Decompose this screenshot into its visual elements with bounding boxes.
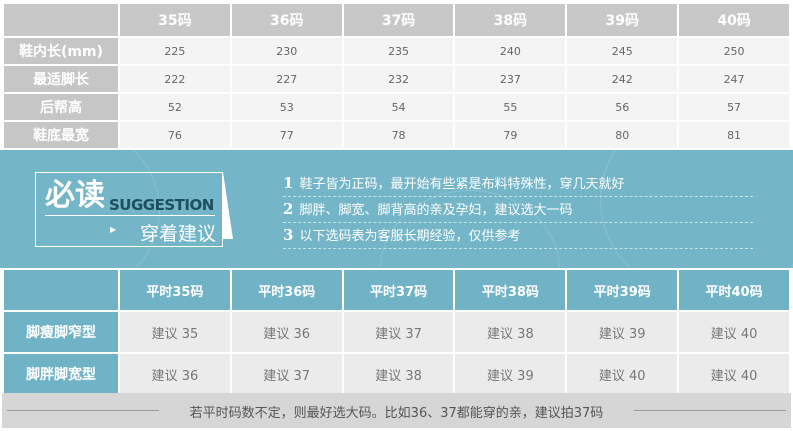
column-header: 36码	[229, 2, 344, 38]
column-header: 平时38码	[453, 268, 568, 312]
table-cell: 227	[229, 64, 344, 94]
row-header: 脚胖脚宽型	[2, 352, 120, 396]
row-header: 后帮高	[2, 92, 120, 122]
column-header: 37码	[341, 2, 456, 38]
table-cell: 76	[118, 120, 232, 150]
table-cell: 53	[229, 92, 344, 122]
suggestion-box: 必读 SUGGESTION ▶ 穿着建议	[35, 172, 223, 247]
table-cell: 230	[229, 36, 344, 66]
column-header: 平时36码	[229, 268, 344, 312]
table-cell: 建议 37	[229, 352, 344, 396]
tip-text: 以下选码表为客服长期经验，仅供参考	[299, 229, 521, 244]
tip-number: 1	[283, 174, 294, 192]
table-row: 脚瘦脚窄型 建议 35 建议 36 建议 37 建议 38 建议 39 建议 40	[2, 310, 791, 354]
column-header	[2, 268, 120, 312]
row-header: 脚瘦脚窄型	[2, 310, 120, 354]
table-cell: 77	[229, 120, 344, 150]
table-cell: 80	[565, 120, 680, 150]
size-table: 35码 36码 37码 38码 39码 40码 鞋内长(mm) 225 230 235 240 245…	[2, 2, 791, 150]
table-cell: 建议 35	[118, 310, 232, 354]
column-header: 平时39码	[565, 268, 680, 312]
suggestion-caption: 穿着建议	[140, 223, 217, 245]
table-cell: 建议 36	[229, 310, 344, 354]
column-header: 39码	[565, 2, 680, 38]
suggestion-banner: 必读 SUGGESTION ▶ 穿着建议 1 鞋子皆为正码，最开始有些紧是布料特殊…	[0, 150, 793, 268]
column-header: 40码	[677, 2, 791, 38]
table-row: 后帮高 52 53 54 55 56 57	[2, 92, 791, 122]
column-header: 平时35码	[118, 268, 232, 312]
table-cell: 250	[677, 36, 791, 66]
table-cell: 57	[677, 92, 791, 122]
footer-text: 若平时码数不定，则最好选大码。比如36、37都能穿的亲，建议拍37码	[189, 406, 604, 421]
table-cell: 81	[677, 120, 791, 150]
divider	[7, 410, 159, 411]
column-header: 35码	[118, 2, 232, 38]
row-header: 鞋内长(mm)	[2, 36, 120, 66]
table-row: 鞋底最宽 76 77 78 79 80 81	[2, 120, 791, 150]
column-header: 平时40码	[677, 268, 791, 312]
row-header: 最适脚长	[2, 64, 120, 94]
table-row: 鞋内长(mm) 225 230 235 240 245 250	[2, 36, 791, 66]
table-cell: 237	[453, 64, 568, 94]
table-cell: 建议 38	[453, 310, 568, 354]
row-header: 鞋底最宽	[2, 120, 120, 150]
table-cell: 建议 38	[341, 352, 456, 396]
divider	[634, 410, 786, 411]
tip-item: 2 脚胖、脚宽、脚背高的亲及孕妇，建议选大一码	[283, 198, 753, 223]
tip-item: 3 以下选码表为客服长期经验，仅供参考	[283, 224, 753, 249]
table-cell: 78	[341, 120, 456, 150]
column-header: 平时37码	[341, 268, 456, 312]
suggestion-title: 必读	[45, 178, 105, 213]
table-cell: 242	[565, 64, 680, 94]
table-cell: 247	[677, 64, 791, 94]
table-cell: 240	[453, 36, 568, 66]
tip-number: 3	[283, 226, 294, 244]
table-cell: 52	[118, 92, 232, 122]
triangle-right-icon: ▶	[110, 225, 117, 234]
table-cell: 建议 37	[341, 310, 456, 354]
footer-note: 若平时码数不定，则最好选大码。比如36、37都能穿的亲，建议拍37码	[2, 393, 791, 428]
table-cell: 56	[565, 92, 680, 122]
tip-item: 1 鞋子皆为正码，最开始有些紧是布料特殊性，穿几天就好	[283, 172, 753, 197]
tips-list: 1 鞋子皆为正码，最开始有些紧是布料特殊性，穿几天就好 2 脚胖、脚宽、脚背高的亲及…	[283, 172, 753, 250]
table-cell: 建议 40	[565, 352, 680, 396]
table-cell: 54	[341, 92, 456, 122]
table-cell: 79	[453, 120, 568, 150]
tip-text: 脚胖、脚宽、脚背高的亲及孕妇，建议选大一码	[299, 203, 573, 218]
tip-number: 2	[283, 200, 294, 218]
divider	[45, 215, 215, 216]
table-cell: 245	[565, 36, 680, 66]
table-cell: 232	[341, 64, 456, 94]
table-row: 脚胖脚宽型 建议 36 建议 37 建议 38 建议 39 建议 40 建议 40	[2, 352, 791, 396]
column-header: 38码	[453, 2, 568, 38]
table-cell: 建议 40	[677, 310, 791, 354]
table-cell: 55	[453, 92, 568, 122]
table-cell: 建议 36	[118, 352, 232, 396]
box-flap	[223, 172, 233, 239]
suggestion-subtitle: SUGGESTION	[109, 196, 214, 214]
table-cell: 235	[341, 36, 456, 66]
advice-table: 平时35码 平时36码 平时37码 平时38码 平时39码 平时40码 脚瘦脚窄型 建议 35…	[2, 268, 791, 396]
table-cell: 222	[118, 64, 232, 94]
table-cell: 建议 39	[453, 352, 568, 396]
header-row: 35码 36码 37码 38码 39码 40码	[2, 2, 791, 38]
table-cell: 225	[118, 36, 232, 66]
table-row: 最适脚长 222 227 232 237 242 247	[2, 64, 791, 94]
tip-text: 鞋子皆为正码，最开始有些紧是布料特殊性，穿几天就好	[299, 177, 625, 192]
column-header	[2, 2, 120, 38]
header-row: 平时35码 平时36码 平时37码 平时38码 平时39码 平时40码	[2, 268, 791, 312]
table-cell: 建议 39	[565, 310, 680, 354]
table-cell: 建议 40	[677, 352, 791, 396]
